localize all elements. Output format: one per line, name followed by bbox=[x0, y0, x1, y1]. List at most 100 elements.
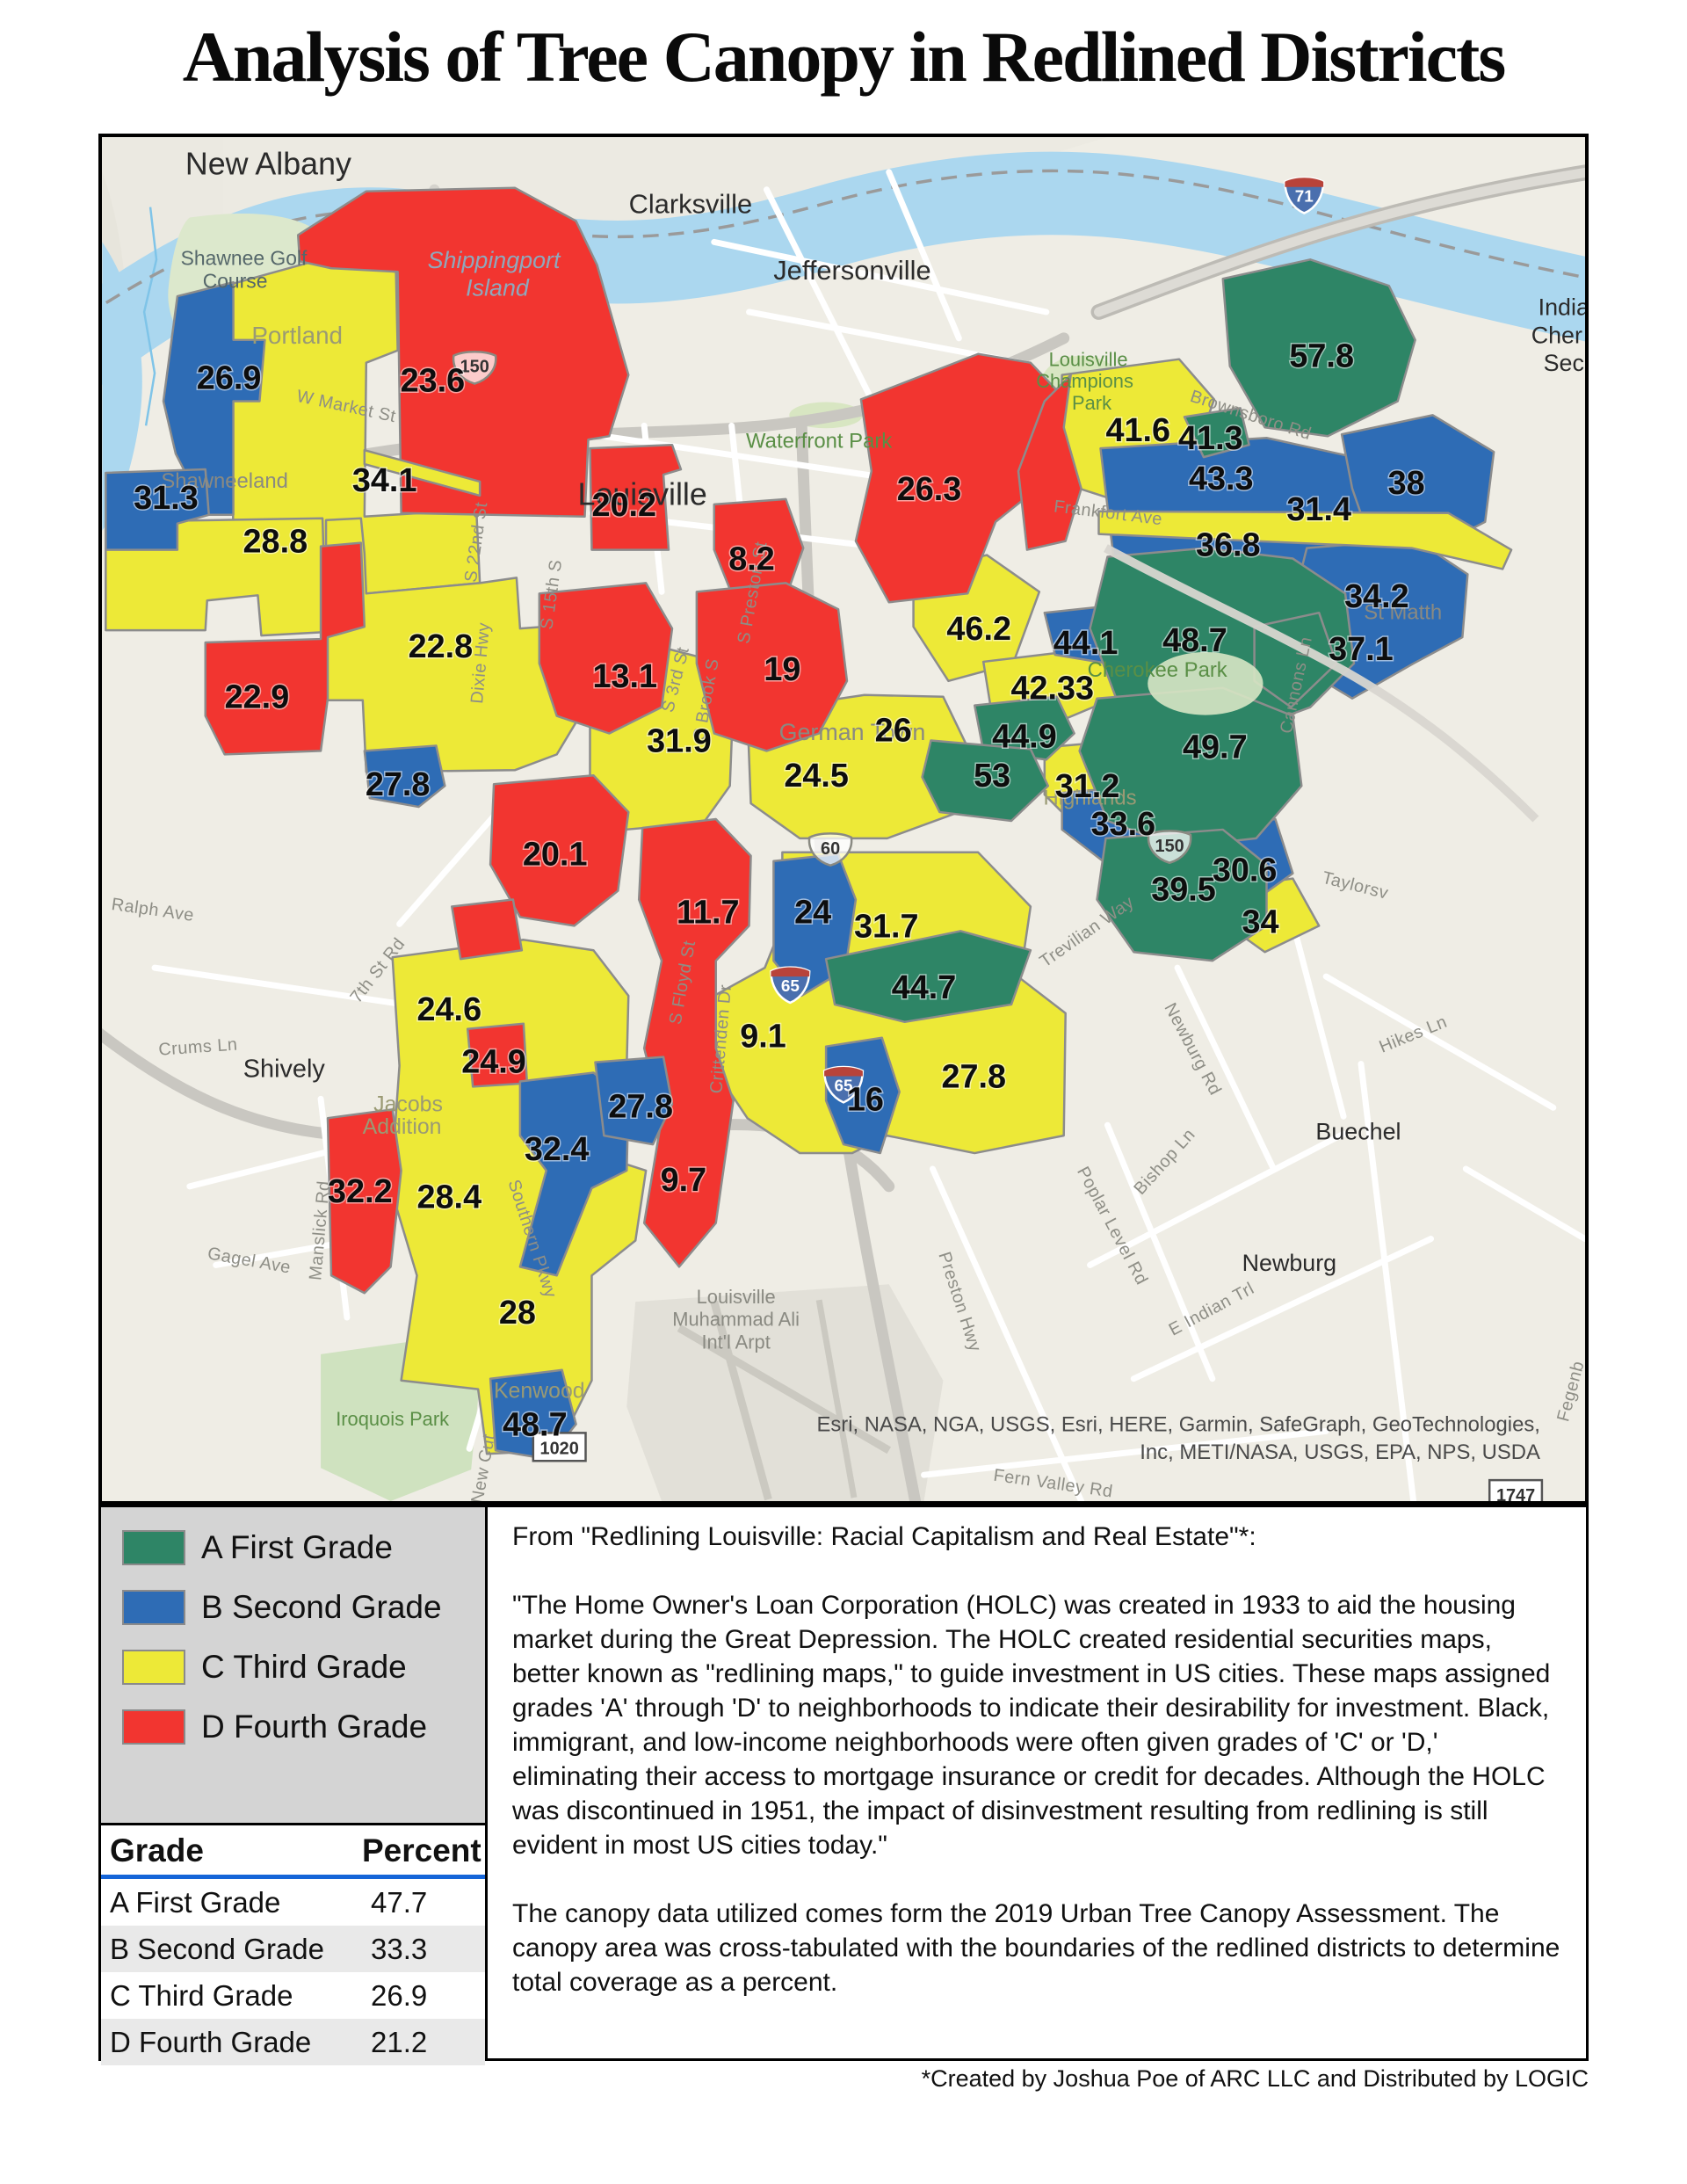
place-label: Champions bbox=[1036, 370, 1133, 392]
district-polygon[interactable] bbox=[538, 582, 674, 735]
place-label: Shippingport bbox=[428, 247, 561, 273]
district-label-B: 16 bbox=[847, 1081, 884, 1118]
legend-swatch bbox=[122, 1530, 185, 1565]
cell-percent: 47.7 bbox=[371, 1886, 428, 1919]
district-label-A: 41.3 bbox=[1178, 420, 1243, 457]
district-label-B: 32.4 bbox=[525, 1131, 590, 1168]
district-label-B: 30.6 bbox=[1213, 853, 1278, 889]
place-label: Sec bbox=[1544, 350, 1584, 376]
district-label-D: 8.2 bbox=[728, 541, 775, 577]
place-label: Kenwood bbox=[494, 1379, 585, 1404]
legend-item: B Second Grade bbox=[122, 1588, 485, 1627]
table-row: C Third Grade 26.9 bbox=[101, 1972, 485, 2019]
district-polygon[interactable] bbox=[451, 898, 524, 961]
legend-swatch bbox=[122, 1590, 185, 1625]
district-label-D: 23.6 bbox=[401, 363, 466, 400]
place-label: Course bbox=[203, 270, 268, 293]
cell-grade: D Fourth Grade bbox=[101, 2019, 362, 2065]
district-label-B: 48.7 bbox=[503, 1406, 568, 1443]
legend-item: D Fourth Grade bbox=[122, 1708, 485, 1746]
map-attribution: Esri, NASA, NGA, USGS, Esri, HERE, Garmi… bbox=[816, 1412, 1540, 1464]
rect-shield: 1020 bbox=[532, 1432, 587, 1462]
place-label: Buechel bbox=[1315, 1119, 1401, 1145]
district-label-C: 31.4 bbox=[1286, 491, 1351, 528]
place-label: Int'l Arpt bbox=[701, 1331, 770, 1353]
district-polygon[interactable] bbox=[204, 541, 366, 756]
district-polygon[interactable] bbox=[105, 468, 210, 551]
district-polygon[interactable] bbox=[489, 774, 630, 927]
district-polygon[interactable] bbox=[363, 744, 446, 809]
shield-number: 71 bbox=[1295, 188, 1314, 207]
district-label-D: 9.7 bbox=[661, 1162, 707, 1199]
district-polygon[interactable] bbox=[589, 443, 683, 551]
source-line: From "Redlining Louisville: Racial Capit… bbox=[512, 1522, 1256, 1551]
table-row: D Fourth Grade 21.2 bbox=[101, 2019, 485, 2065]
place-label: Jacobs bbox=[373, 1092, 443, 1116]
district-polygon[interactable] bbox=[594, 1056, 674, 1146]
district-polygon[interactable] bbox=[389, 939, 648, 1455]
district-polygon[interactable] bbox=[1096, 828, 1268, 962]
legend-swatch bbox=[122, 1650, 185, 1685]
district-polygon[interactable] bbox=[326, 1108, 402, 1295]
district-label-D: 11.7 bbox=[677, 894, 739, 931]
district-polygon[interactable] bbox=[363, 448, 481, 497]
rect-shield: 1747 bbox=[1488, 1478, 1544, 1501]
legend-label: D Fourth Grade bbox=[201, 1709, 428, 1745]
legend: A First Grade B Second Grade C Third Grade… bbox=[98, 1505, 488, 1825]
shield-number: 65 bbox=[834, 1077, 852, 1095]
us-shield: 150 bbox=[452, 350, 497, 385]
district-label-C: 9.1 bbox=[740, 1019, 786, 1056]
district-label-C: 46.2 bbox=[946, 611, 1011, 648]
district-label-B: 27.8 bbox=[608, 1088, 673, 1125]
district-label-B: 37.1 bbox=[1329, 631, 1394, 668]
attribution-line-1: Esri, NASA, NGA, USGS, Esri, HERE, Garmi… bbox=[816, 1412, 1539, 1436]
place-label: Shawneeland bbox=[161, 469, 288, 493]
district-polygon[interactable] bbox=[1017, 374, 1082, 551]
place-label: Louisville bbox=[578, 477, 707, 512]
district-polygon[interactable] bbox=[1221, 258, 1416, 438]
district-label-A: 49.7 bbox=[1183, 729, 1248, 765]
district-label-D: 26.3 bbox=[897, 471, 962, 508]
district-polygon[interactable] bbox=[921, 739, 1050, 823]
district-label-C: 24.5 bbox=[784, 758, 849, 795]
district-label-B: 44.1 bbox=[1053, 625, 1119, 662]
place-label: Island bbox=[466, 275, 530, 301]
place-label: Addition bbox=[363, 1114, 442, 1139]
place-label: Cher bbox=[1531, 322, 1582, 348]
table-header-grade: Grade bbox=[101, 1825, 362, 1879]
place-label: Park bbox=[1072, 392, 1111, 414]
place-label: Louisville bbox=[697, 1286, 776, 1308]
map-canvas[interactable]: 71 65 65 150 150 60 1020 1747 W Market St S 22nd… bbox=[98, 134, 1589, 1505]
us-shield: 60 bbox=[807, 832, 853, 867]
district-polygon[interactable] bbox=[973, 695, 1075, 761]
attribution-line-2: Inc, METI/NASA, USGS, EPA, NPS, USDA bbox=[1140, 1440, 1540, 1464]
interstate-shield: 71 bbox=[1284, 177, 1325, 214]
district-polygon[interactable] bbox=[1097, 510, 1513, 570]
place-label: Shawnee Golf bbox=[181, 247, 308, 270]
shield-number: 150 bbox=[1155, 837, 1184, 856]
district-polygon[interactable] bbox=[637, 817, 752, 1268]
cell-grade: A First Grade bbox=[110, 1886, 281, 1919]
district-label-C: 41.6 bbox=[1105, 412, 1170, 449]
district-label-B: 43.3 bbox=[1189, 461, 1254, 497]
district-label-C: 28 bbox=[499, 1295, 536, 1331]
district-polygon[interactable] bbox=[824, 930, 1032, 1024]
district-polygon[interactable] bbox=[162, 280, 266, 517]
shield-number: 60 bbox=[821, 839, 840, 859]
place-label: Portland bbox=[251, 322, 343, 349]
district-label-C: 28.4 bbox=[417, 1179, 482, 1216]
district-label-A: 53 bbox=[974, 758, 1010, 795]
district-label-C: 42.33 bbox=[1010, 671, 1094, 707]
legend-label: A First Grade bbox=[201, 1529, 393, 1565]
district-polygon[interactable] bbox=[695, 582, 849, 752]
district-polygon[interactable] bbox=[1183, 407, 1250, 459]
shield-number: 1747 bbox=[1496, 1486, 1535, 1501]
district-polygon[interactable] bbox=[854, 352, 1067, 604]
district-label-A: 39.5 bbox=[1151, 872, 1216, 909]
district-label-C: 28.8 bbox=[243, 524, 308, 561]
district-label-D: 19 bbox=[764, 651, 800, 688]
place-label: Waterfront Park bbox=[746, 429, 892, 453]
place-label: St Matth bbox=[1364, 600, 1442, 624]
district-label-B: 27.8 bbox=[366, 766, 431, 803]
